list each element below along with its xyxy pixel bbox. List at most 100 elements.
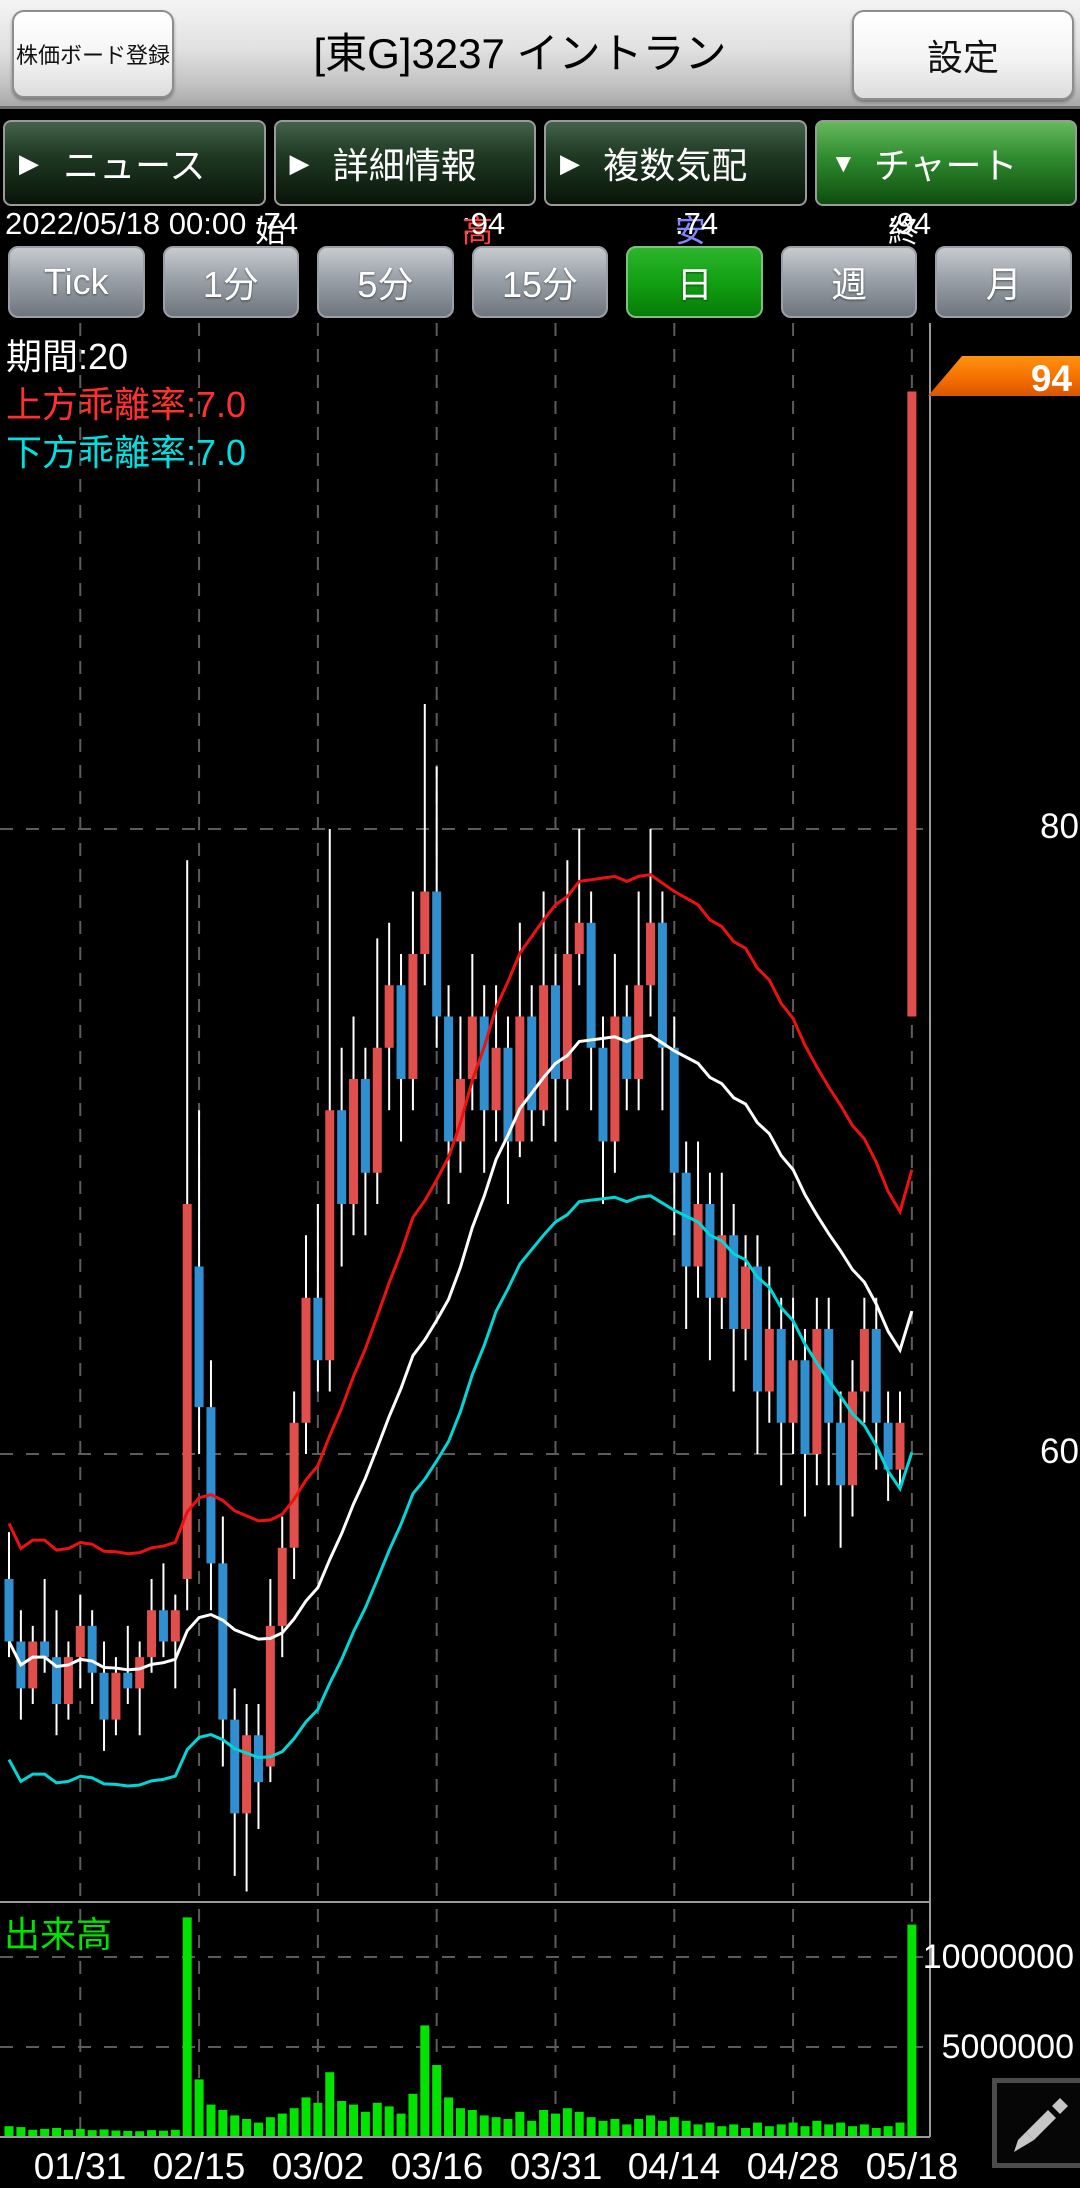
candle-body [741, 1266, 751, 1329]
volume-bar [836, 2122, 846, 2137]
candle-body [4, 1579, 14, 1642]
candle-body [158, 1610, 168, 1642]
settings-button[interactable]: 設定 [852, 10, 1074, 100]
timeframe-1min[interactable]: 1分 [162, 246, 300, 318]
candlestick-chart[interactable] [0, 318, 1080, 2188]
volume-bar [206, 2104, 216, 2137]
date-axis-label: 01/31 [33, 2146, 127, 2187]
volume-bar [788, 2122, 798, 2137]
candle-body [396, 985, 406, 1079]
date-axis-label: 03/02 [271, 2146, 365, 2187]
tab-chart[interactable]: ▼ チャート [814, 120, 1077, 206]
date-axis-label: 04/14 [627, 2146, 721, 2187]
current-price-tag [928, 356, 1080, 396]
quote-datetime: 2022/05/18 00:00 [5, 206, 247, 241]
volume-bar [111, 2130, 121, 2137]
candle-body [669, 1047, 679, 1173]
register-board-button[interactable]: 株価ボード登録 [12, 10, 174, 98]
candle-body [895, 1422, 905, 1470]
header-bar: 株価ボード登録 [東G]3237 イントラン 設定 [0, 0, 1080, 109]
arrow-right-icon: ▶ [289, 147, 310, 178]
candle-body [372, 1047, 382, 1173]
arrow-right-icon: ▶ [560, 147, 580, 178]
volume-bar [396, 2113, 406, 2137]
volume-bar [170, 2129, 180, 2137]
volume-bar [182, 1917, 192, 2137]
volume-bar [800, 2126, 810, 2137]
volume-bar [87, 2130, 97, 2137]
candle-body [242, 1735, 252, 1814]
volume-bar [325, 2072, 335, 2137]
timeframe-monthly[interactable]: 月 [935, 246, 1073, 318]
volume-axis-tick-5m: 5000000 [941, 2028, 1074, 2066]
volume-bar [503, 2119, 513, 2137]
candle-body [574, 922, 584, 954]
candle-body [313, 1297, 323, 1361]
candle-body [52, 1657, 62, 1704]
timeframe-weekly[interactable]: 週 [780, 246, 918, 318]
volume-bar [384, 2106, 394, 2137]
indicator-period-label: 期間:20 [6, 336, 129, 377]
tab-multi-quote[interactable]: ▶ 複数気配 [544, 120, 807, 206]
chart-area[interactable]: 期間:20 上方乖離率:7.0 下方乖離率:7.0 94 80 60 出来高 1… [0, 318, 1080, 2188]
timeframe-5min[interactable]: 5分 [317, 246, 454, 318]
timeframe-tick[interactable]: Tick [8, 246, 145, 318]
volume-bar [669, 2117, 679, 2137]
candle-body [705, 1204, 715, 1298]
volume-bar [408, 2093, 418, 2137]
candle-body [111, 1672, 121, 1720]
candle-body [836, 1422, 846, 1486]
candle-body [646, 922, 656, 986]
volume-bar [741, 2128, 751, 2137]
volume-bar [99, 2129, 109, 2137]
candle-body [277, 1547, 287, 1626]
pencil-icon [1014, 2098, 1068, 2152]
tab-bar: ▶ ニュース ▶ 詳細情報 ▶ 複数気配 ▼ チャート [0, 120, 1080, 206]
arrow-right-icon: ▶ [19, 147, 39, 178]
candle-body [432, 891, 442, 1017]
volume-bar [847, 2126, 857, 2137]
volume-bar [135, 2131, 145, 2137]
volume-bar [301, 2097, 311, 2137]
tab-news-label: ニュース [63, 145, 206, 186]
volume-bar [729, 2124, 739, 2137]
candle-body [539, 985, 549, 1111]
candle-body [622, 1016, 632, 1079]
tab-chart-label: チャート [873, 145, 1018, 186]
lower-envelope-line [7, 1194, 914, 1788]
volume-bar [479, 2115, 489, 2137]
volume-pane-label: 出来高 [4, 1914, 113, 1955]
candle-body [907, 391, 917, 1017]
volume-bar [705, 2122, 715, 2137]
candle-body [550, 985, 560, 1079]
volume-bar [123, 2130, 133, 2137]
candle-body [788, 1360, 798, 1423]
candle-body [586, 922, 596, 1048]
timeframe-15min[interactable]: 15分 [471, 246, 609, 318]
tab-detail-info[interactable]: ▶ 詳細情報 [273, 120, 536, 206]
volume-bar [824, 2124, 834, 2137]
timeframe-daily[interactable]: 日 [626, 246, 763, 318]
price-axis-tick-60: 60 [1040, 1432, 1079, 1471]
date-axis-label: 03/16 [390, 2146, 484, 2187]
candle-body [40, 1641, 50, 1658]
volume-bar [622, 2124, 632, 2137]
candle-body [325, 1110, 335, 1361]
volume-bar [194, 2079, 204, 2137]
candle-body [301, 1297, 311, 1423]
tab-news[interactable]: ▶ ニュース [3, 120, 266, 206]
volume-bar [693, 2124, 703, 2137]
candle-body [123, 1672, 133, 1689]
volume-bar [420, 2025, 430, 2137]
candle-body [135, 1657, 145, 1689]
volume-bar [230, 2115, 240, 2137]
candle-body [467, 1016, 477, 1079]
candle-body [515, 1016, 525, 1142]
price-axis-tick-80: 80 [1040, 807, 1079, 846]
draw-tool-button[interactable] [992, 2078, 1080, 2168]
volume-bar [337, 2101, 347, 2137]
date-axis-label: 02/15 [152, 2146, 246, 2187]
volume-bar [657, 2120, 667, 2137]
volume-bar [550, 2113, 560, 2137]
